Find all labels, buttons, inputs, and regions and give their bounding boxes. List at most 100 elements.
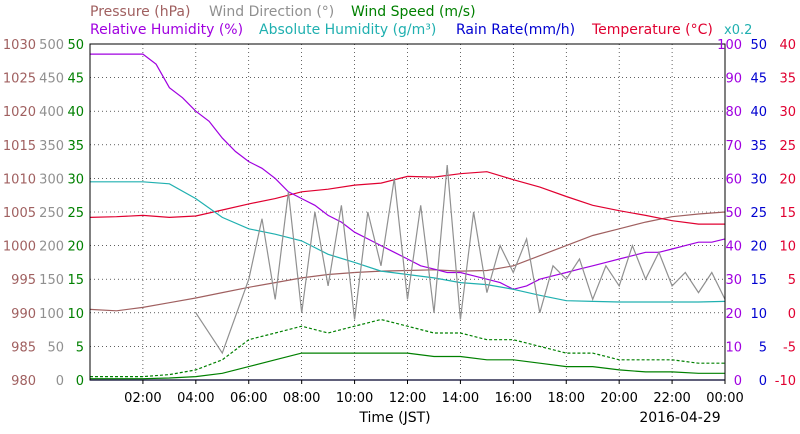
humidity-tick-label: 50 bbox=[725, 206, 742, 221]
pressure-tick-label: 1000 bbox=[3, 240, 36, 255]
pressure-tick-label: 995 bbox=[11, 273, 36, 288]
x-tick-label: 00:00 bbox=[706, 391, 743, 406]
rain-rate-tick-label: 50 bbox=[750, 38, 767, 53]
legend-rain-rate: Rain Rate(mm/h) bbox=[456, 22, 575, 38]
series-relative-humidity bbox=[90, 53, 726, 290]
x-tick-label: 14:00 bbox=[442, 391, 479, 406]
wind-speed-tick-label: 40 bbox=[67, 105, 84, 120]
wind-speed-tick-label: 15 bbox=[67, 273, 84, 288]
pressure-tick-label: 1020 bbox=[3, 105, 36, 120]
wind-speed-tick-label: 35 bbox=[67, 139, 84, 154]
x-tick-label: 04:00 bbox=[177, 391, 214, 406]
legend-wind-speed: Wind Speed (m/s) bbox=[351, 4, 476, 20]
rain-rate-tick-label: 25 bbox=[750, 206, 767, 221]
pressure-tick-label: 1005 bbox=[3, 206, 36, 221]
wind-speed-tick-label: 30 bbox=[67, 172, 84, 187]
wind-direction-tick-label: 200 bbox=[39, 240, 64, 255]
pressure-tick-label: 1015 bbox=[3, 139, 36, 154]
axes-layer: 02:00 04:00 06:00 08:00 10:00 12:00 14:00 16:00… bbox=[3, 38, 796, 406]
rain-rate-tick-label: 35 bbox=[750, 139, 767, 154]
wind-speed-tick-label: 20 bbox=[67, 240, 84, 255]
wind-direction-tick-label: 250 bbox=[39, 206, 64, 221]
series-temperature-c bbox=[89, 171, 725, 225]
humidity-tick-label: 30 bbox=[725, 273, 742, 288]
pressure-tick-label: 985 bbox=[11, 340, 36, 355]
wind-speed-tick-label: 25 bbox=[67, 206, 84, 221]
wind-speed-tick-label: 50 bbox=[67, 38, 84, 53]
humidity-tick-label: 60 bbox=[725, 172, 742, 187]
legend-temperature: Temperature (°C) bbox=[591, 22, 713, 38]
wind-direction-tick-label: 150 bbox=[39, 273, 64, 288]
x-tick-label: 12:00 bbox=[389, 391, 426, 406]
humidity-tick-label: 40 bbox=[725, 240, 742, 255]
humidity-tick-label: 80 bbox=[725, 105, 742, 120]
temperature-tick-label: 10 bbox=[779, 240, 796, 255]
temperature-tick-label: -10 bbox=[775, 374, 796, 389]
legend-relative-humidity: Relative Humidity (%) bbox=[90, 22, 243, 38]
series-absolute-humidity-g-m bbox=[90, 181, 726, 303]
temperature-tick-label: 25 bbox=[779, 139, 796, 154]
x-tick-label: 02:00 bbox=[124, 391, 161, 406]
legend: Pressure (hPa) Wind Direction (°) Wind S… bbox=[90, 4, 752, 38]
wind-direction-tick-label: 50 bbox=[47, 340, 64, 355]
temperature-tick-label: 15 bbox=[779, 206, 796, 221]
x-tick-label: 10:00 bbox=[336, 391, 373, 406]
x-tick-label: 08:00 bbox=[283, 391, 320, 406]
humidity-tick-label: 70 bbox=[725, 139, 742, 154]
series-wind-speed-gust-m-s bbox=[90, 318, 725, 378]
humidity-tick-label: 90 bbox=[725, 72, 742, 87]
rain-rate-tick-label: 20 bbox=[750, 240, 767, 255]
wind-direction-tick-label: 400 bbox=[39, 105, 64, 120]
series-wind-direction bbox=[195, 164, 726, 355]
x-tick-label: 16:00 bbox=[495, 391, 532, 406]
legend-absolute-humidity: Absolute Humidity (g/m³) bbox=[259, 22, 436, 38]
x-tick-label: 18:00 bbox=[548, 391, 585, 406]
series-wind-speed-m-s bbox=[90, 352, 725, 380]
rain-rate-tick-label: 10 bbox=[750, 307, 767, 322]
wind-direction-tick-label: 100 bbox=[39, 307, 64, 322]
wind-speed-tick-label: 0 bbox=[76, 374, 84, 389]
pressure-tick-label: 1025 bbox=[3, 72, 36, 87]
rain-rate-tick-label: 15 bbox=[750, 273, 767, 288]
temperature-tick-label: 20 bbox=[779, 172, 796, 187]
temperature-tick-label: 5 bbox=[788, 273, 796, 288]
wind-speed-tick-label: 10 bbox=[67, 307, 84, 322]
series-layer bbox=[89, 53, 726, 381]
humidity-tick-label: 100 bbox=[717, 38, 742, 53]
wind-speed-tick-label: 5 bbox=[76, 340, 84, 355]
pressure-tick-label: 980 bbox=[11, 374, 36, 389]
wind-direction-tick-label: 0 bbox=[56, 374, 64, 389]
rain-rate-tick-label: 45 bbox=[750, 72, 767, 87]
date-label: 2016-04-29 bbox=[639, 410, 720, 426]
pressure-tick-label: 1030 bbox=[3, 38, 36, 53]
wind-direction-tick-label: 300 bbox=[39, 172, 64, 187]
humidity-tick-label: 20 bbox=[725, 307, 742, 322]
rain-rate-tick-label: 30 bbox=[750, 172, 767, 187]
wind-direction-tick-label: 350 bbox=[39, 139, 64, 154]
legend-wind-direction: Wind Direction (°) bbox=[209, 4, 334, 20]
abs-humidity-scale-note: x0.2 bbox=[724, 23, 752, 38]
rain-rate-tick-label: 0 bbox=[759, 374, 767, 389]
pressure-tick-label: 1010 bbox=[3, 172, 36, 187]
x-axis-label: Time (JST) bbox=[358, 410, 430, 426]
rain-rate-tick-label: 5 bbox=[759, 340, 767, 355]
temperature-tick-label: 35 bbox=[779, 72, 796, 87]
x-tick-label: 22:00 bbox=[653, 391, 690, 406]
rain-rate-tick-label: 40 bbox=[750, 105, 767, 120]
x-tick-label: 06:00 bbox=[230, 391, 267, 406]
wind-direction-tick-label: 450 bbox=[39, 72, 64, 87]
temperature-tick-label: 40 bbox=[779, 38, 796, 53]
humidity-tick-label: 10 bbox=[725, 340, 742, 355]
humidity-tick-label: 0 bbox=[734, 374, 742, 389]
series-pressure-hpa bbox=[89, 211, 726, 312]
temperature-tick-label: 30 bbox=[779, 105, 796, 120]
pressure-tick-label: 990 bbox=[11, 307, 36, 322]
grid bbox=[90, 44, 725, 380]
legend-pressure: Pressure (hPa) bbox=[90, 4, 190, 20]
wind-direction-tick-label: 500 bbox=[39, 38, 64, 53]
wind-speed-tick-label: 45 bbox=[67, 72, 84, 87]
temperature-tick-label: 0 bbox=[788, 307, 796, 322]
x-tick-label: 20:00 bbox=[600, 391, 637, 406]
temperature-tick-label: -5 bbox=[783, 340, 796, 355]
